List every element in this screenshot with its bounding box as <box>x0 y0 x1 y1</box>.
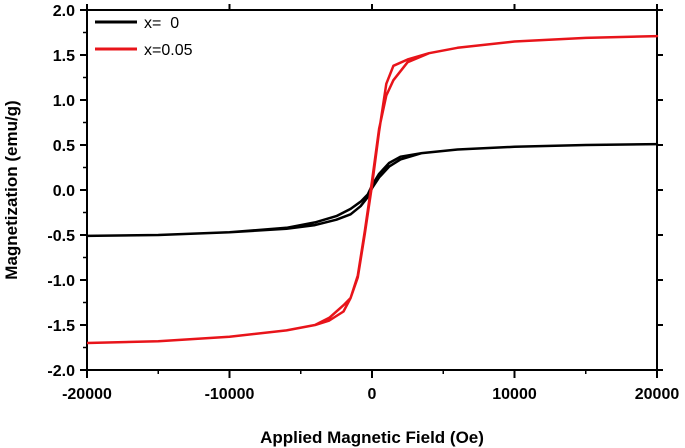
y-axis: -2.0 -1.5 -1.0 -0.5 0.0 0.5 1.0 1.5 2.0 <box>47 3 663 380</box>
y-tick-label: 1.0 <box>53 93 75 110</box>
y-tick-label: -1.0 <box>47 273 75 290</box>
y-tick-label: 0.0 <box>53 183 75 200</box>
x-tick-label: -10000 <box>205 386 255 403</box>
x-tick-label: 20000 <box>635 386 680 403</box>
series-line-0 <box>86 142 659 238</box>
y-tick-label: 0.5 <box>53 138 75 155</box>
series-line-1 <box>86 34 659 345</box>
x-axis: -20000 -10000 0 10000 20000 <box>62 4 679 403</box>
y-tick-label: -2.0 <box>47 363 75 380</box>
y-tick-label: 1.5 <box>53 48 75 65</box>
x-tick-label: 0 <box>368 386 377 403</box>
x-axis-title: Applied Magnetic Field (Oe) <box>260 428 484 447</box>
y-axis-title: Magnetization (emu/g) <box>2 100 21 279</box>
legend-label: x= 0 <box>144 15 179 32</box>
x-tick-label: -20000 <box>62 386 112 403</box>
y-tick-label: 2.0 <box>53 3 75 20</box>
series-layer <box>86 34 659 345</box>
legend: x= 0 x=0.05 <box>95 15 193 59</box>
y-tick-label: -0.5 <box>47 228 75 245</box>
legend-label: x=0.05 <box>144 42 193 59</box>
x-tick-label: 10000 <box>492 386 537 403</box>
y-tick-label: -1.5 <box>47 318 75 335</box>
